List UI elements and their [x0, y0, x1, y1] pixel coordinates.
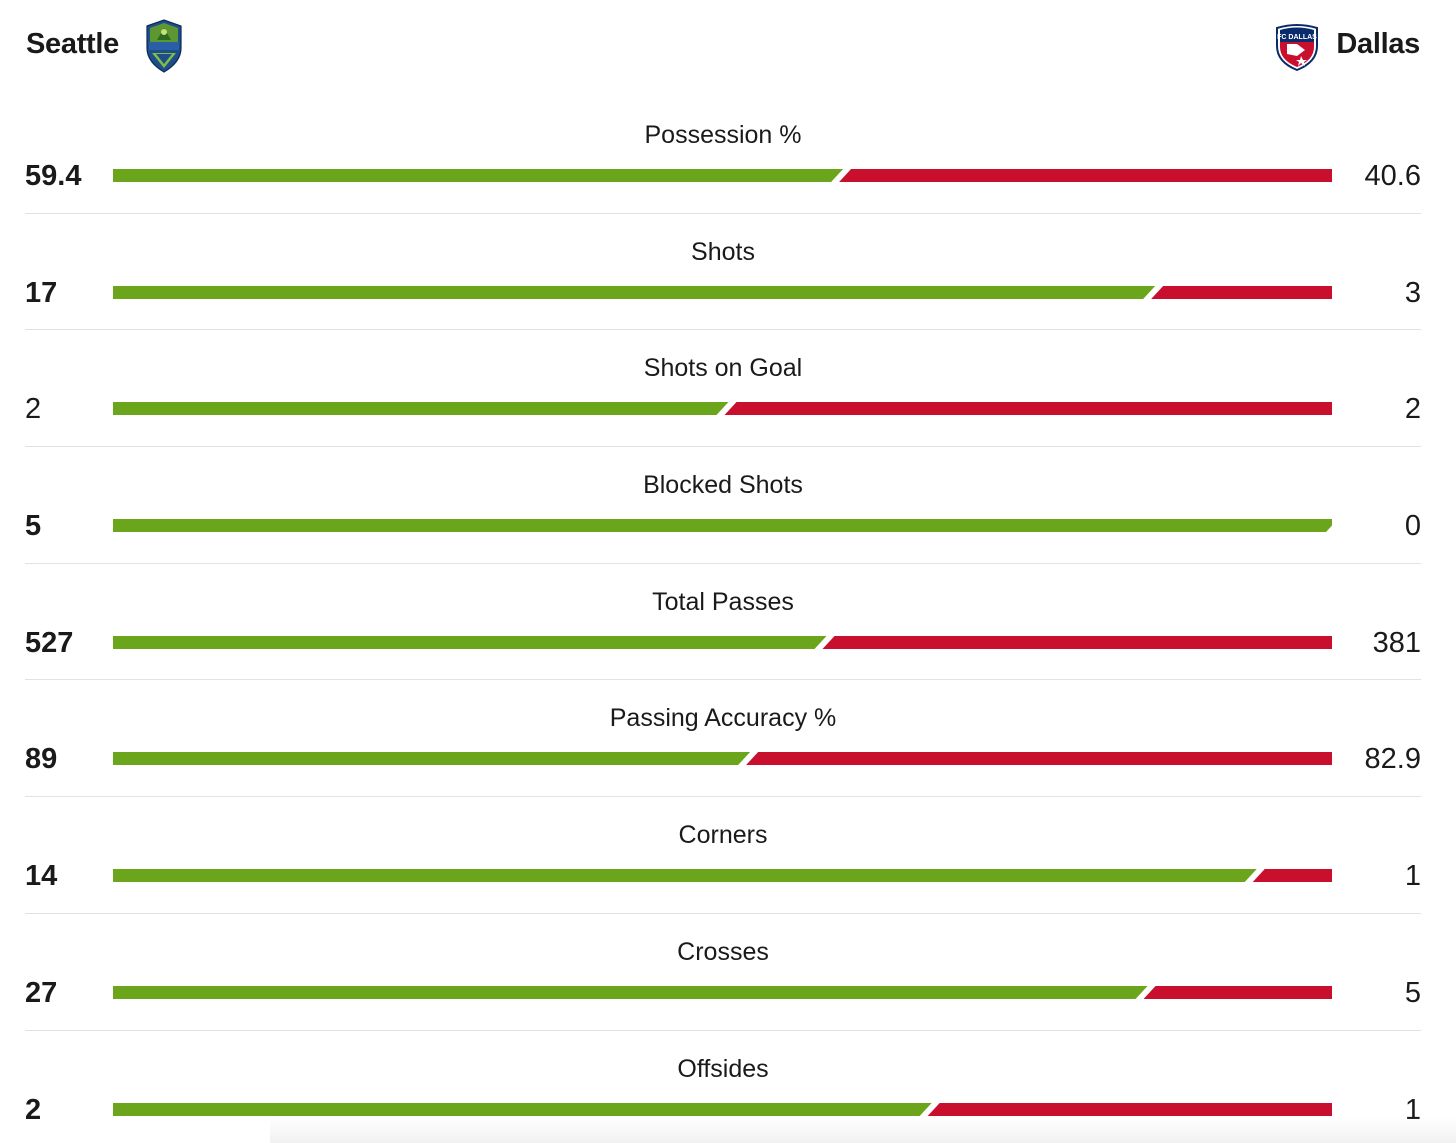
away-share-segment: [839, 169, 1332, 182]
away-team-name: Dallas: [1336, 28, 1420, 60]
home-share-segment: [113, 635, 827, 649]
stat-label: Total Passes: [652, 587, 794, 616]
stat-comparison-bar: [113, 752, 1332, 766]
away-share-segment: [822, 635, 1332, 649]
stat-away-value: 5: [1404, 976, 1421, 1009]
stat-away-value: 0: [1404, 510, 1421, 543]
stat-home-value: 2: [25, 1093, 42, 1126]
home-share-segment: [113, 169, 844, 182]
home-share-segment: [113, 1102, 932, 1116]
fc-dallas-crest-text: FC DALLAS: [1277, 34, 1317, 41]
stat-away-value: 1: [1404, 860, 1421, 893]
match-header: Seattle FC DALLAS Dallas: [0, 0, 1456, 95]
stat-label: Offsides: [677, 1054, 769, 1083]
away-share-segment: [1143, 985, 1332, 999]
stat-label: Possession %: [644, 121, 802, 149]
stat-row: Total Passes 527 381: [25, 564, 1421, 681]
home-share-segment: [113, 985, 1148, 999]
away-share-segment: [724, 402, 1332, 416]
stat-comparison-bar: [113, 1102, 1332, 1116]
stat-comparison-bar: [113, 985, 1332, 999]
stats-list: Possession % 59.4 40.6 Shots 17 3 Shots on Goa…: [25, 97, 1421, 1143]
stat-row: Shots on Goal 2 2: [25, 330, 1421, 448]
away-share-segment: [1252, 869, 1332, 883]
away-share-segment: [746, 752, 1332, 766]
stat-away-value: 3: [1404, 276, 1421, 309]
stat-label: Passing Accuracy %: [609, 704, 837, 733]
stat-label: Corners: [678, 821, 768, 850]
home-share-segment: [113, 519, 1332, 533]
home-share-segment: [113, 869, 1257, 883]
stat-row: Passing Accuracy % 89 82.9: [25, 680, 1421, 798]
stat-home-value: 2: [25, 393, 42, 426]
stat-away-value: 40.6: [1364, 160, 1421, 192]
stat-label: Crosses: [677, 937, 769, 966]
stat-comparison-bar: [113, 169, 1332, 182]
stat-label: Blocked Shots: [643, 471, 803, 500]
stat-home-value: 89: [25, 743, 58, 776]
stat-away-value: 1: [1404, 1093, 1421, 1126]
home-share-segment: [113, 402, 729, 416]
away-share-segment: [1151, 285, 1332, 299]
stat-home-value: 14: [25, 860, 58, 893]
stat-label: Shots on Goal: [643, 354, 803, 383]
stat-home-value: 527: [25, 626, 74, 659]
fc-dallas-crest-icon: FC DALLAS: [1271, 20, 1323, 72]
stat-comparison-bar: [113, 869, 1332, 883]
seattle-sounders-crest-icon: [143, 18, 185, 74]
stat-comparison-bar: [113, 402, 1332, 416]
stat-row: Offsides 2 1: [25, 1031, 1421, 1143]
home-share-segment: [113, 285, 1156, 299]
stat-away-value: 2: [1404, 393, 1421, 426]
stat-home-value: 27: [25, 976, 58, 1009]
stat-away-value: 381: [1372, 626, 1421, 659]
stat-row: Blocked Shots 5 0: [25, 447, 1421, 564]
stat-comparison-bar: [113, 519, 1332, 533]
stat-home-value: 5: [25, 510, 42, 543]
home-share-segment: [113, 752, 751, 766]
stat-home-value: 59.4: [25, 160, 82, 192]
stat-comparison-bar: [113, 635, 1332, 649]
home-team-name: Seattle: [26, 28, 119, 60]
stat-home-value: 17: [25, 276, 58, 309]
away-share-segment: [927, 1102, 1332, 1116]
stat-row: Possession % 59.4 40.6: [25, 97, 1421, 214]
stat-row: Corners 14 1: [25, 797, 1421, 914]
stat-label: Shots: [691, 237, 755, 266]
stat-row: Crosses 27 5: [25, 914, 1421, 1031]
stat-row: Shots 17 3: [25, 214, 1421, 331]
stat-comparison-bar: [113, 285, 1332, 299]
stat-away-value: 82.9: [1364, 743, 1421, 776]
